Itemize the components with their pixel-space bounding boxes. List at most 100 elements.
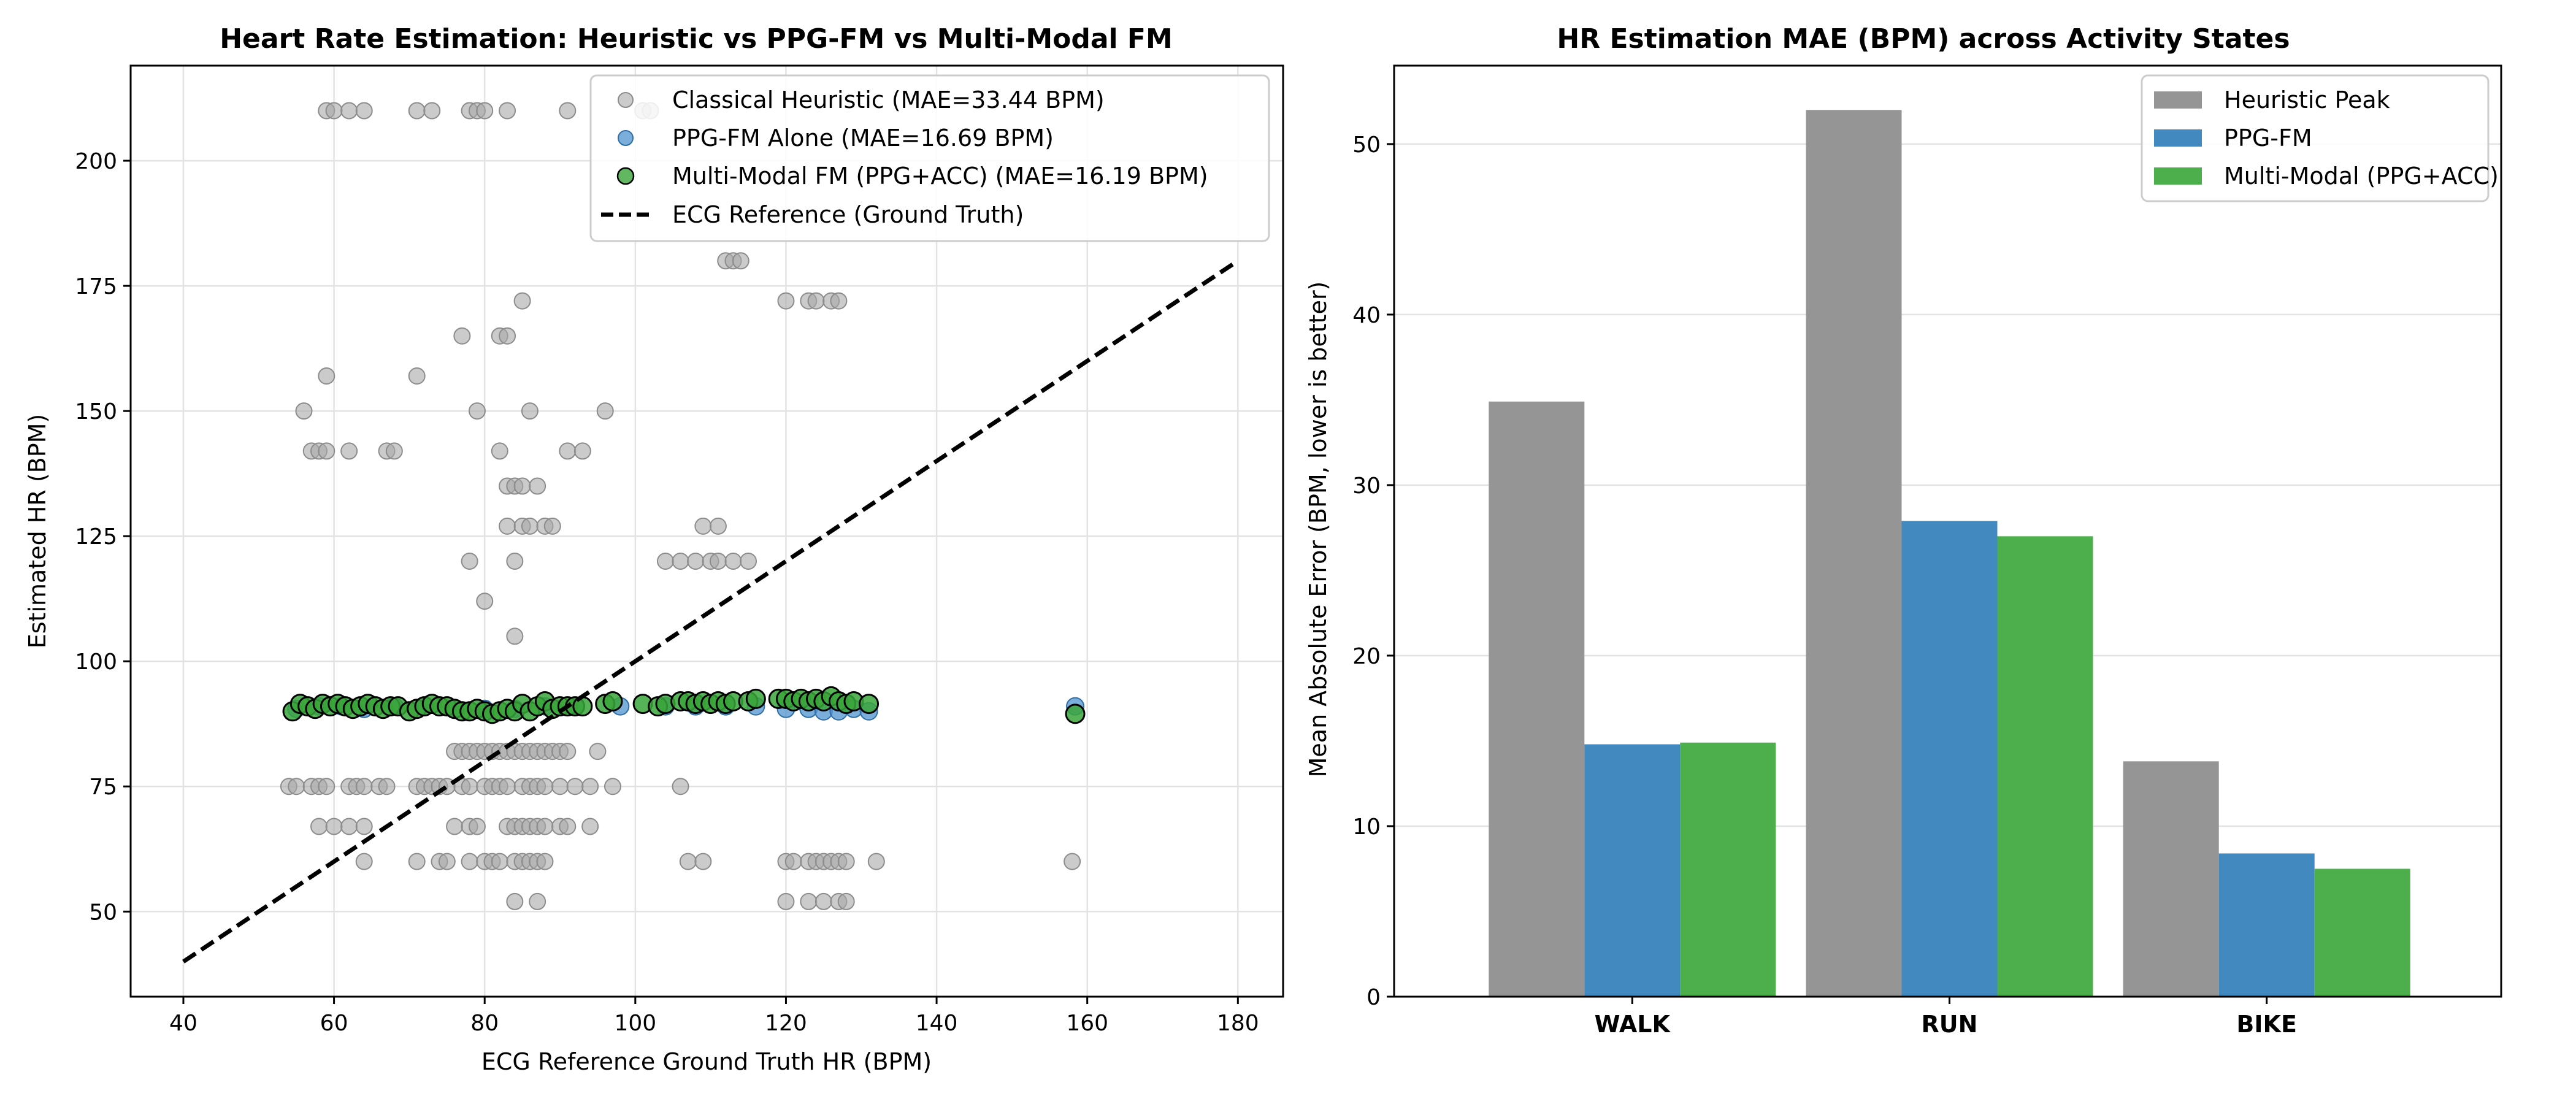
heuristic-point — [724, 552, 742, 570]
heuristic-point — [559, 743, 577, 761]
scatter-frame — [129, 64, 1284, 998]
ppg-fm-bar-bike — [2218, 853, 2315, 997]
heuristic-point — [807, 292, 825, 310]
bar-panel: HR Estimation MAE (BPM) across Activity … — [1305, 23, 2502, 1038]
legend-ppg-fm-swatch — [2154, 129, 2202, 147]
bar-category-label-bike: BIKE — [2236, 1011, 2297, 1038]
heuristic-point — [679, 853, 697, 870]
scatter-legend-box — [589, 74, 1270, 242]
ppg-fm-bar-run — [1901, 521, 1998, 997]
heuristic-point — [468, 818, 486, 835]
scatter-x-tick-label: 80 — [470, 1011, 499, 1036]
heuristic-point — [596, 402, 614, 420]
bar-legend: Heuristic Peak PPG-FM Multi-Modal (PPG+A… — [2141, 74, 2499, 202]
heuristic-point — [581, 778, 599, 795]
multimodal-bar-walk — [1680, 742, 1776, 997]
heuristic-peak-bar-bike — [2123, 761, 2219, 997]
heuristic-point — [468, 402, 486, 420]
heuristic-point — [543, 517, 561, 535]
heuristic-point — [499, 327, 516, 345]
heuristic-point — [340, 818, 358, 835]
scatter-x-tick-label: 60 — [320, 1011, 348, 1036]
bar-y-tick-label: 30 — [1352, 473, 1381, 499]
heuristic-point — [506, 892, 524, 910]
heuristic-point — [461, 552, 478, 570]
heuristic-point — [672, 778, 689, 795]
scatter-y-tick-label: 150 — [75, 399, 117, 424]
heuristic-point — [687, 552, 705, 570]
heuristic-point — [800, 892, 818, 910]
heuristic-point — [513, 477, 531, 495]
heuristic-point — [536, 778, 554, 795]
heuristic-point — [551, 778, 569, 795]
heuristic-point — [566, 778, 584, 795]
legend-multimodal-swatch — [2154, 167, 2202, 185]
heuristic-point — [325, 102, 343, 120]
heuristic-point — [694, 517, 712, 535]
heuristic-point — [288, 778, 305, 795]
multimodal-point — [602, 691, 623, 711]
heuristic-point — [318, 442, 335, 460]
multimodal-point — [1065, 703, 1086, 724]
scatter-panel: Heart Rate Estimation: Heuristic vs PPG-… — [24, 23, 1284, 1075]
legend-multimodal-bar-label: Multi-Modal (PPG+ACC) — [2224, 163, 2499, 190]
bar-series — [1489, 110, 2410, 997]
heuristic-point — [740, 552, 757, 570]
heuristic-point — [536, 853, 554, 870]
heuristic-point — [837, 853, 855, 870]
scatter-title: Heart Rate Estimation: Heuristic vs PPG-… — [220, 23, 1173, 55]
legend-heuristic-peak-label: Heuristic Peak — [2224, 86, 2390, 113]
heuristic-point — [408, 102, 426, 120]
bar-y-tick-label: 0 — [1367, 985, 1381, 1010]
bar-title: HR Estimation MAE (BPM) across Activity … — [1557, 23, 2290, 55]
heuristic-point — [340, 442, 358, 460]
heuristic-point — [318, 367, 335, 385]
scatter-x-tick-label: 160 — [1066, 1011, 1108, 1036]
heuristic-point — [604, 778, 621, 795]
heuristic-point — [491, 442, 508, 460]
heuristic-point — [378, 778, 396, 795]
legend-ppg-marker — [618, 130, 634, 146]
heuristic-point — [423, 102, 441, 120]
heuristic-point — [529, 477, 546, 495]
heuristic-point — [559, 102, 577, 120]
heuristic-point — [1064, 853, 1081, 870]
scatter-y-tick-label: 100 — [75, 650, 117, 675]
bar-y-tick-label: 20 — [1352, 644, 1381, 669]
heuristic-point — [355, 778, 373, 795]
heuristic-point — [559, 818, 577, 835]
heuristic-point — [325, 818, 343, 835]
multimodal-point — [859, 694, 880, 715]
multimodal-point — [745, 688, 766, 709]
scatter-x-tick-label: 140 — [916, 1011, 958, 1036]
heuristic-point — [499, 517, 516, 535]
heuristic-point — [581, 818, 599, 835]
heuristic-point — [461, 778, 478, 795]
heuristic-point — [355, 102, 373, 120]
heuristic-point — [784, 853, 802, 870]
heuristic-point — [499, 778, 516, 795]
legend-ppg-fm-label: PPG-FM — [2224, 125, 2312, 151]
heuristic-point — [408, 367, 426, 385]
heuristic-point — [476, 102, 494, 120]
bar-y-axis-label: Mean Absolute Error (BPM, lower is bette… — [1305, 282, 1332, 778]
heuristic-point — [461, 853, 478, 870]
scatter-x-tick-label: 120 — [765, 1011, 807, 1036]
heuristic-point — [573, 442, 591, 460]
heuristic-point — [499, 102, 516, 120]
scatter-legend: Classical Heuristic (MAE=33.44 BPM) PPG-… — [589, 74, 1270, 242]
bar-legend-box — [2141, 74, 2490, 202]
heuristic-point — [438, 853, 456, 870]
heuristic-point — [732, 252, 749, 270]
bar-y-tick-label: 10 — [1352, 815, 1381, 840]
heuristic-point — [506, 552, 524, 570]
heuristic-point — [408, 853, 426, 870]
heuristic-point — [867, 853, 885, 870]
heuristic-point — [709, 517, 727, 535]
heuristic-point — [777, 292, 795, 310]
heuristic-peak-bar-run — [1806, 110, 1902, 997]
heuristic-point — [453, 327, 471, 345]
scatter-y-ticks: 50 75 100 125 150 175 200 — [75, 149, 131, 925]
heuristic-point — [513, 292, 531, 310]
